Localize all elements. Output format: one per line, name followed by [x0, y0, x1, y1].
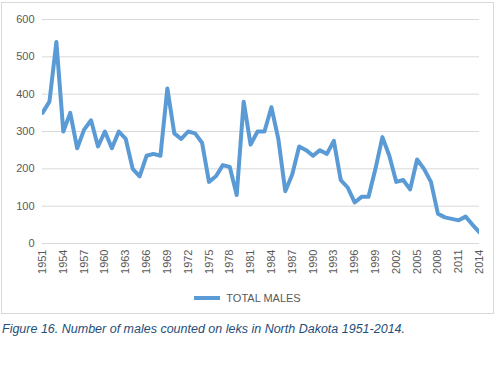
svg-text:2014: 2014 [473, 250, 485, 274]
svg-text:1966: 1966 [140, 250, 152, 274]
svg-text:100: 100 [16, 200, 34, 212]
svg-text:2005: 2005 [411, 250, 423, 274]
svg-text:1999: 1999 [369, 250, 381, 274]
svg-text:400: 400 [16, 88, 34, 100]
svg-text:1978: 1978 [223, 250, 235, 274]
svg-text:1993: 1993 [327, 250, 339, 274]
svg-text:1975: 1975 [202, 250, 214, 274]
svg-text:2002: 2002 [390, 250, 402, 274]
svg-text:1960: 1960 [98, 250, 110, 274]
svg-text:500: 500 [16, 50, 34, 62]
svg-text:2008: 2008 [431, 250, 443, 274]
svg-text:1996: 1996 [348, 250, 360, 274]
svg-text:1957: 1957 [78, 250, 90, 274]
svg-text:2011: 2011 [452, 250, 464, 274]
html-text:TOTAL MALES: TOTAL MALES [226, 292, 301, 304]
svg-text:1987: 1987 [286, 250, 298, 274]
svg-text:1990: 1990 [307, 250, 319, 274]
svg-text:600: 600 [16, 13, 34, 25]
svg-text:1954: 1954 [57, 250, 69, 274]
html-text:Figure 16. Number of males cou: Figure 16. Number of males counted on le… [2, 322, 405, 336]
svg-text:300: 300 [16, 125, 34, 137]
svg-text:1969: 1969 [161, 250, 173, 274]
svg-text:1984: 1984 [265, 250, 277, 274]
svg-text:1972: 1972 [182, 250, 194, 274]
svg-text:1951: 1951 [36, 250, 48, 274]
svg-text:0: 0 [28, 237, 34, 249]
svg-text:1963: 1963 [119, 250, 131, 274]
svg-text:1981: 1981 [244, 250, 256, 274]
svg-text:200: 200 [16, 162, 34, 174]
